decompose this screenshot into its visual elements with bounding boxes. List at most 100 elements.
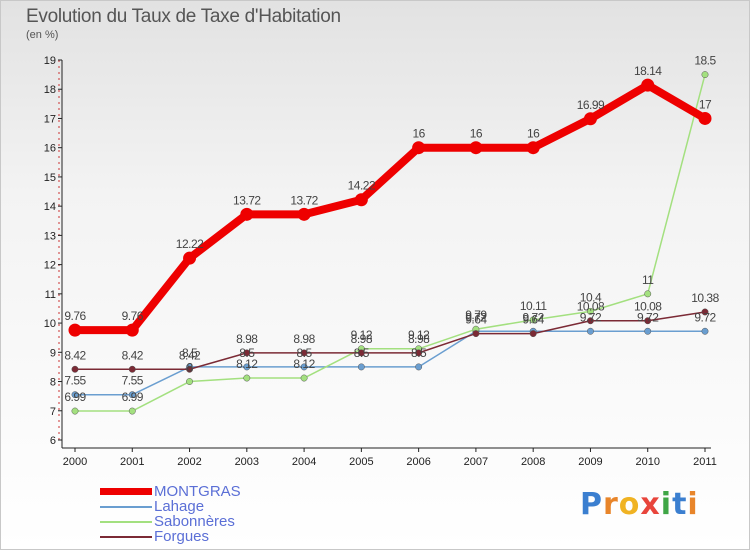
data-label: 8.5 (239, 346, 255, 360)
data-label: 10.11 (520, 299, 547, 313)
legend-label: Forgues (154, 528, 210, 545)
data-point (357, 363, 365, 371)
x-tick-label: 2010 (635, 456, 659, 468)
data-point (357, 349, 365, 357)
data-label: 10.08 (634, 300, 662, 314)
data-label: 16 (527, 127, 540, 141)
legend-swatch (100, 488, 152, 495)
data-label: 9.72 (580, 310, 602, 324)
y-tick-label: 10 (44, 318, 56, 330)
data-label: 16 (412, 127, 425, 141)
data-label: 8.5 (296, 346, 312, 360)
y-tick-label: 7 (50, 406, 56, 418)
data-point (641, 78, 655, 92)
data-point (186, 365, 193, 373)
data-point (243, 374, 251, 382)
data-label: 9.76 (64, 309, 86, 323)
data-point (526, 141, 540, 155)
data-label: 13.72 (290, 193, 318, 207)
data-label: 9.76 (122, 309, 144, 323)
logo-letter: i (660, 487, 673, 522)
data-point (243, 349, 251, 357)
data-label: 16 (470, 127, 483, 141)
data-label: 17 (699, 97, 712, 111)
y-tick-label: 17 (44, 113, 56, 125)
legend-label: MONTGRAS (154, 483, 241, 500)
x-tick-label: 2009 (578, 456, 602, 468)
data-label: 8.98 (408, 332, 430, 346)
data-label: 8.98 (236, 332, 258, 346)
series-line-MONTGRAS (75, 81, 708, 335)
data-label: 10.38 (691, 291, 719, 305)
y-tick-label: 11 (45, 289, 56, 301)
data-point (469, 141, 483, 155)
data-point (300, 374, 308, 382)
x-tick-label: 2001 (120, 456, 144, 468)
logo-letter: P (580, 487, 603, 522)
data-label: 8.12 (236, 357, 258, 371)
data-label: 8 (186, 361, 193, 375)
data-label: 8.42 (179, 348, 201, 362)
chart-title: Evolution du Taux de Taxe d'Habitation (26, 6, 341, 27)
series-line-Forgues (75, 311, 706, 371)
data-label: 9.72 (523, 310, 545, 324)
data-point (701, 71, 709, 79)
data-point (644, 290, 652, 298)
data-label: 8.5 (182, 346, 198, 360)
x-tick-label: 2008 (521, 456, 545, 468)
data-point (354, 193, 368, 207)
proxiti-logo: Proxiti (580, 487, 699, 522)
data-point (415, 363, 423, 371)
data-point (128, 365, 136, 373)
legend-item: Sabonnères (100, 514, 300, 529)
data-label: 12.22 (176, 237, 204, 251)
data-point (297, 207, 311, 221)
data-point (71, 407, 79, 415)
data-label: 7.55 (122, 374, 144, 388)
legend-swatch (100, 506, 152, 508)
data-label: 9.64 (523, 313, 545, 327)
x-tick-label: 2000 (63, 456, 87, 468)
data-label: 16.99 (577, 98, 605, 112)
x-tick-label: 2003 (235, 456, 259, 468)
data-label: 9.79 (465, 308, 487, 322)
y-tick-label: 15 (44, 172, 56, 184)
y-tick-label: 8 (50, 377, 56, 389)
data-point (412, 141, 426, 155)
data-point (300, 349, 308, 357)
data-point (128, 391, 136, 399)
data-point (71, 365, 79, 373)
x-tick-label: 2005 (349, 456, 373, 468)
data-label: 10.08 (577, 300, 605, 314)
data-point (701, 327, 709, 335)
data-point (587, 317, 594, 325)
data-point (240, 207, 254, 221)
data-label: 13.72 (233, 193, 261, 207)
y-tick-label: 19 (44, 55, 56, 67)
legend-swatch (100, 521, 152, 523)
logo-letter: o (618, 487, 641, 522)
data-point (125, 323, 139, 337)
legend-label: Sabonnères (154, 513, 235, 530)
logo-letter: x (640, 487, 661, 522)
data-label: 8.98 (293, 332, 315, 346)
data-point (529, 316, 537, 324)
data-point (186, 378, 193, 385)
data-point (300, 363, 308, 371)
data-point (243, 363, 251, 371)
data-point (183, 251, 197, 265)
legend-swatch (100, 536, 152, 538)
y-tick-label: 6 (50, 435, 56, 447)
data-label: 9.72 (694, 310, 716, 324)
data-point (583, 112, 597, 126)
data-point (587, 307, 594, 315)
logo-letter: t (672, 487, 688, 522)
series-line-Sabonnères (75, 74, 706, 412)
legend-item: MONTGRAS (100, 484, 300, 499)
data-point (644, 327, 652, 335)
data-label: 8.42 (64, 348, 86, 362)
data-label: 9.72 (465, 310, 487, 324)
series-line-Lahage (75, 330, 705, 396)
legend-item: Forgues (100, 529, 300, 544)
